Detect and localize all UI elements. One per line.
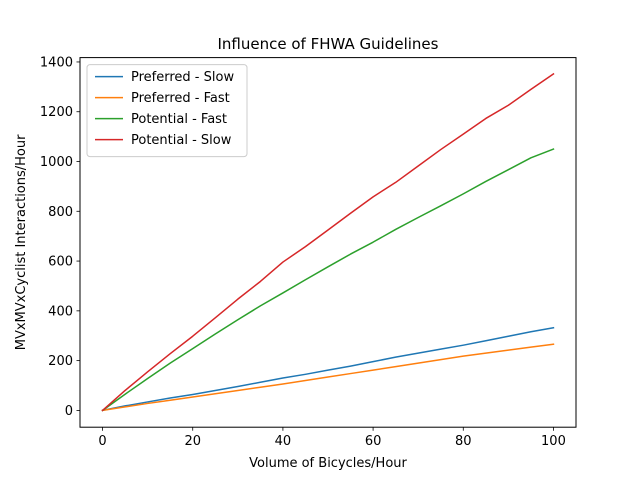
series-line-3	[101, 72, 555, 412]
x-tick-label: 60	[365, 434, 382, 449]
x-axis-label: Volume of Bicycles/Hour	[249, 456, 407, 471]
y-tick-label: 200	[48, 354, 73, 369]
y-axis-label: MVxMVxCyclist Interactions/Hour	[14, 134, 29, 350]
y-tick-label: 0	[65, 404, 73, 419]
legend-label-0: Preferred - Slow	[131, 70, 234, 85]
series-line-1	[101, 343, 555, 412]
y-tick-label: 1400	[40, 55, 73, 70]
chart-title: Influence of FHWA Guidelines	[218, 35, 439, 53]
y-tick-label: 400	[48, 304, 73, 319]
plot-area	[101, 72, 555, 412]
x-tick-label: 0	[98, 434, 106, 449]
x-axis: 0 20 40 60 80 100	[98, 427, 566, 449]
y-tick-label: 1000	[40, 155, 73, 170]
x-tick-label: 20	[184, 434, 201, 449]
legend-label-1: Preferred - Fast	[131, 91, 230, 106]
y-tick-label: 800	[48, 205, 73, 220]
legend: Preferred - Slow Preferred - Fast Potentia…	[86, 64, 248, 158]
y-axis: 0 200 400 600 800 1000 1200 1400	[40, 55, 80, 419]
legend-box	[86, 64, 248, 158]
plot-frame	[79, 57, 577, 428]
legend-label-3: Potential - Slow	[131, 133, 232, 148]
x-tick-label: 100	[541, 434, 566, 449]
x-tick-label: 40	[275, 434, 292, 449]
series-line-0	[101, 326, 555, 412]
y-tick-label: 600	[48, 255, 73, 270]
legend-label-2: Potential - Fast	[131, 112, 227, 127]
x-tick-label: 80	[455, 434, 472, 449]
y-tick-label: 1200	[40, 105, 73, 120]
series-line-2	[101, 148, 555, 412]
